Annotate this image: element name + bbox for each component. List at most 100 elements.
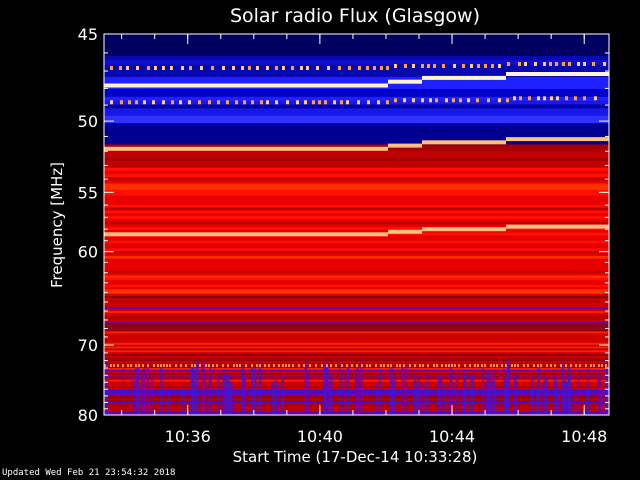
spectrum-row (104, 38, 609, 44)
spectrum-row (104, 265, 609, 269)
tone-dot (300, 66, 303, 70)
speckle-dot (493, 364, 495, 368)
interference-streak (541, 383, 544, 415)
tone-dot (200, 66, 203, 70)
spectrum-row (104, 275, 609, 279)
interference-streak (325, 361, 329, 415)
tone-dot (513, 96, 516, 101)
speckle-dot (383, 364, 385, 368)
speckle-dot (127, 364, 129, 368)
speckle-dot (288, 364, 290, 368)
spectrum-row (104, 298, 609, 301)
tone-dot (445, 98, 448, 103)
spectrum-row (104, 192, 609, 197)
tone-dot (232, 66, 235, 70)
speckle-dot (321, 364, 323, 368)
tone-dot (442, 64, 445, 68)
speckle-dot (222, 364, 224, 368)
spectrum-row (104, 293, 609, 297)
spectrum-row (104, 317, 609, 320)
tone-dot (476, 98, 479, 103)
tone-dot (433, 64, 436, 68)
plot-frame (103, 33, 610, 416)
speckle-dot (523, 364, 525, 368)
spectrum-row (104, 352, 609, 355)
tone-dot (189, 66, 192, 70)
speckle-dot (598, 364, 600, 368)
line-segment (104, 146, 388, 151)
tone-dot (179, 100, 182, 105)
spectrum-row (104, 108, 609, 113)
y-tick-label: 60 (78, 243, 98, 262)
interference-streak (405, 363, 407, 415)
interference-streak (401, 383, 404, 415)
tone-dot (304, 100, 307, 105)
tone-dot (260, 100, 263, 105)
interference-streak (498, 384, 500, 415)
tone-dot (358, 66, 361, 70)
speckle-dot (565, 364, 567, 368)
spectrum-row (104, 56, 609, 61)
interference-streak (281, 378, 284, 415)
speckle-dot (117, 364, 119, 368)
tone-dot (366, 66, 369, 70)
interference-streak (393, 379, 396, 415)
interference-streak (419, 382, 421, 415)
interference-streak (217, 377, 220, 415)
speckle-dot (511, 364, 513, 368)
speckle-dot (273, 364, 275, 368)
interference-streak (514, 380, 517, 415)
speckle-dot (375, 364, 377, 368)
speckle-dot (194, 364, 196, 368)
tone-dot (324, 100, 327, 105)
tone-dot (110, 66, 113, 70)
spectrum-row (104, 126, 609, 131)
tone-dot (462, 64, 465, 68)
spectrum-row (104, 68, 609, 74)
spectrum-row (104, 329, 609, 332)
tone-dot (266, 100, 269, 105)
interference-streak (192, 364, 195, 415)
tone-dot (562, 62, 565, 66)
speckle-dot (251, 364, 253, 368)
tone-dot (498, 98, 501, 103)
speckle-dot (445, 364, 447, 368)
interference-streak (142, 368, 146, 415)
spectrum-row (104, 154, 609, 159)
spectrum-row (104, 189, 609, 194)
tone-dot (226, 100, 229, 105)
spectrum-row (104, 253, 609, 257)
interference-streak (307, 374, 309, 415)
spectrum-row (104, 273, 609, 277)
interference-streak (439, 379, 443, 415)
spectrum-row (104, 235, 609, 239)
interference-streak (205, 379, 207, 415)
spectrum-row (104, 34, 609, 40)
x-tick-label: 10:36 (165, 427, 211, 446)
tone-dot (110, 100, 113, 105)
tone-dot (394, 98, 397, 103)
speckle-dot (366, 364, 368, 368)
spectrum-row (104, 64, 609, 70)
spectrum-row (104, 335, 609, 338)
tone-dot (459, 98, 462, 103)
interference-streak (554, 377, 557, 415)
speckle-dot (546, 364, 548, 368)
tone-dot (208, 100, 211, 105)
interference-streak (448, 384, 450, 415)
interference-streak (329, 373, 331, 415)
spectrum-row (104, 321, 609, 325)
interference-streak (195, 361, 199, 415)
speckle-dot (227, 364, 229, 368)
interference-streak (444, 383, 446, 415)
speckle-dot (157, 364, 159, 368)
interference-streak (505, 384, 507, 415)
speckle-dot (346, 364, 348, 368)
spectrum-row (104, 315, 609, 318)
speckle-dot (233, 364, 235, 368)
tone-dot (404, 64, 407, 68)
spectrum-row (104, 361, 609, 364)
speckle-dot (422, 364, 424, 368)
tone-dot (275, 100, 278, 105)
